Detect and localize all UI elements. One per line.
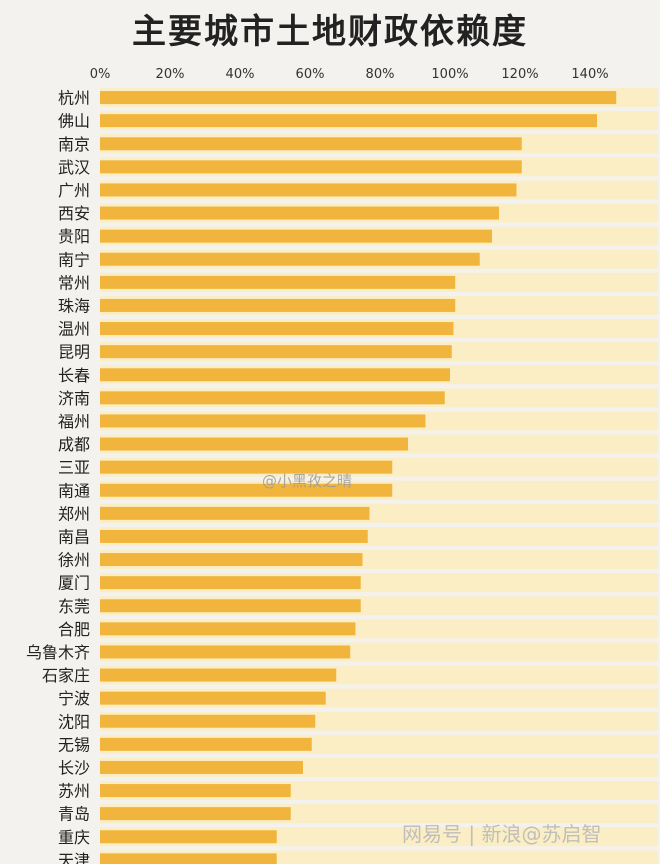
- category-label: 石家庄: [42, 666, 90, 685]
- bar: [100, 807, 291, 821]
- category-label: 贵阳: [58, 227, 90, 246]
- x-tick-label: 80%: [366, 67, 395, 82]
- category-label: 常州: [58, 273, 90, 292]
- category-label: 福州: [58, 412, 90, 431]
- category-label: 天津: [58, 851, 90, 864]
- chart-title: 主要城市土地财政依赖度: [132, 12, 528, 52]
- bar: [100, 391, 445, 405]
- bar: [100, 460, 393, 474]
- bar: [100, 206, 499, 220]
- bar: [100, 622, 356, 636]
- x-tick-label: 60%: [296, 67, 325, 82]
- category-label: 杭州: [58, 89, 90, 108]
- category-label: 广州: [58, 181, 90, 200]
- watermark-center: @小黑孜之晴: [262, 472, 353, 490]
- category-label: 温州: [58, 320, 90, 339]
- bar: [100, 160, 522, 174]
- bar: [100, 553, 363, 567]
- bar: [100, 830, 277, 844]
- category-label: 昆明: [58, 343, 90, 362]
- x-tick-label: 0%: [90, 67, 111, 82]
- category-label: 武汉: [58, 158, 90, 177]
- bar: [100, 645, 351, 659]
- bar: [100, 437, 408, 451]
- x-tick-label: 20%: [156, 67, 185, 82]
- category-label: 西安: [58, 204, 90, 223]
- category-label: 南通: [58, 481, 90, 500]
- bar: [100, 252, 480, 266]
- category-label: 徐州: [58, 551, 90, 570]
- category-label: 三亚: [58, 458, 90, 477]
- bar: [100, 137, 522, 151]
- bar: [100, 298, 456, 312]
- bar: [100, 114, 597, 128]
- category-label: 佛山: [58, 112, 90, 131]
- category-label: 成都: [58, 435, 90, 454]
- category-label: 苏州: [58, 782, 90, 801]
- bar: [100, 414, 426, 428]
- bar: [100, 599, 361, 613]
- category-label: 宁波: [58, 689, 90, 708]
- bar: [100, 784, 291, 798]
- bar: [100, 483, 393, 497]
- category-label: 乌鲁木齐: [26, 643, 90, 662]
- x-tick-label: 140%: [571, 67, 608, 82]
- category-label: 长沙: [58, 758, 90, 777]
- bar: [100, 691, 326, 705]
- category-label: 南昌: [58, 527, 90, 546]
- category-label: 东莞: [58, 597, 90, 616]
- category-label: 珠海: [58, 296, 90, 315]
- bar: [100, 229, 492, 243]
- category-label: 青岛: [58, 805, 90, 824]
- category-label: 南京: [58, 135, 90, 154]
- bar: [100, 506, 370, 520]
- category-label: 济南: [58, 389, 90, 408]
- category-label: 重庆: [58, 828, 90, 847]
- category-label: 长春: [58, 366, 90, 385]
- bar: [100, 322, 454, 336]
- category-label: 厦门: [58, 574, 90, 593]
- bar: [100, 668, 337, 682]
- bar: [100, 183, 517, 197]
- category-label: 郑州: [58, 504, 90, 523]
- bar: [100, 91, 617, 105]
- bar: [100, 714, 316, 728]
- bar: [100, 737, 312, 751]
- bar: [100, 275, 456, 289]
- bar: [100, 576, 361, 590]
- watermark-bottom: 网易号 | 新浪@苏启智: [402, 822, 602, 846]
- bar: [100, 529, 368, 543]
- x-tick-label: 40%: [226, 67, 255, 82]
- category-label: 合肥: [58, 620, 90, 639]
- bar: [100, 368, 450, 382]
- category-label: 沈阳: [58, 712, 90, 731]
- x-tick-label: 100%: [431, 67, 468, 82]
- bar: [100, 345, 452, 359]
- bar: [100, 853, 277, 864]
- bar: [100, 760, 303, 774]
- category-label: 南宁: [58, 250, 90, 269]
- x-tick-label: 120%: [501, 67, 538, 82]
- category-label: 无锡: [58, 735, 90, 754]
